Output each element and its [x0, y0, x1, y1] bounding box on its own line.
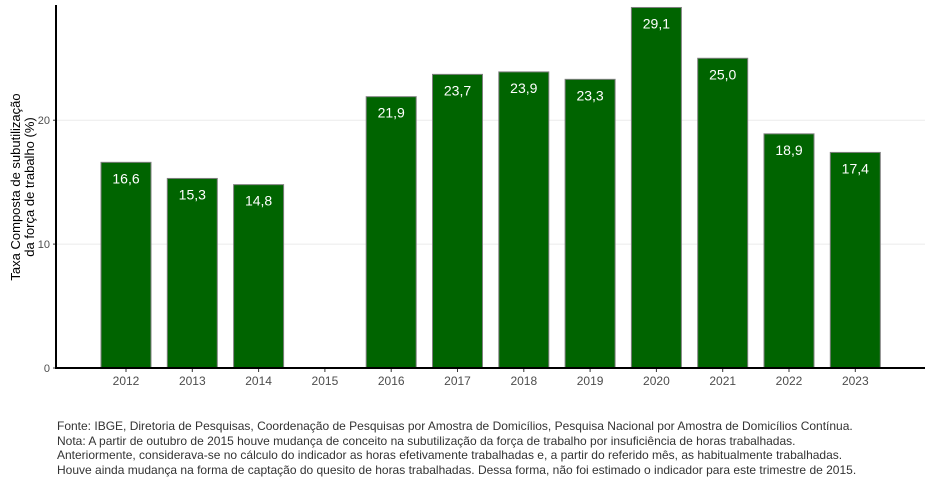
- x-tick-label: 2017: [444, 374, 471, 388]
- bar-2012: [100, 161, 152, 369]
- bar-2020: [630, 6, 682, 369]
- x-tick-label: 2020: [643, 374, 670, 388]
- bar-chart: 0 10 20 16,6 2012 15,3 2013 14,8 2014 2015 21,9 201…: [8, 5, 925, 388]
- note-line-2: Anteriormente, considerava-se no cálculo…: [57, 448, 843, 462]
- footnotes: Fonte: IBGE, Diretoria de Pesquisas, Coo…: [57, 419, 856, 477]
- data-label-2012: 16,6: [112, 170, 139, 186]
- data-label-2022: 18,9: [775, 142, 802, 158]
- y-tick-label: 20: [38, 115, 50, 127]
- data-label-2016: 21,9: [378, 105, 405, 121]
- data-label-2018: 23,9: [510, 80, 537, 96]
- x-tick-label: 2012: [113, 374, 140, 388]
- data-label-2013: 15,3: [179, 186, 206, 202]
- bar-2014: [233, 184, 285, 369]
- note-line-3: Houve ainda mudança na forma de captação…: [57, 462, 857, 477]
- data-label-2014: 14,8: [245, 193, 272, 209]
- x-tick-label: 2021: [709, 374, 736, 388]
- bar-2017: [432, 73, 483, 369]
- x-tick-label: 2013: [179, 374, 206, 388]
- x-tick-label: 2014: [245, 374, 272, 388]
- x-tick-label: 2018: [510, 374, 537, 388]
- x-tick-label: 2019: [577, 374, 604, 388]
- data-label-2019: 23,3: [576, 87, 603, 103]
- data-label-2023: 17,4: [842, 160, 869, 176]
- bar-2023: [829, 151, 881, 369]
- bar-2019: [564, 78, 616, 369]
- x-tick-label: 2015: [312, 374, 339, 388]
- bar-2021: [697, 57, 749, 369]
- bar-2022: [763, 133, 815, 369]
- bar-2018: [498, 71, 550, 369]
- bar-2013: [166, 177, 218, 369]
- bar-2016: [365, 96, 417, 369]
- y-tick-label: 0: [44, 363, 50, 375]
- data-label-2021: 25,0: [709, 66, 736, 82]
- y-axis-label: Taxa Composta de subutilizaçãoda força d…: [8, 93, 37, 280]
- data-label-2017: 23,7: [444, 82, 471, 98]
- x-tick-label: 2016: [378, 374, 405, 388]
- data-label-2020: 29,1: [643, 15, 670, 31]
- y-tick-label: 10: [38, 239, 50, 251]
- x-tick-label: 2022: [776, 374, 803, 388]
- source-note: Fonte: IBGE, Diretoria de Pesquisas, Coo…: [57, 419, 853, 433]
- x-tick-label: 2023: [842, 374, 869, 388]
- note-line-1: Nota: A partir de outubro de 2015 houve …: [57, 433, 796, 448]
